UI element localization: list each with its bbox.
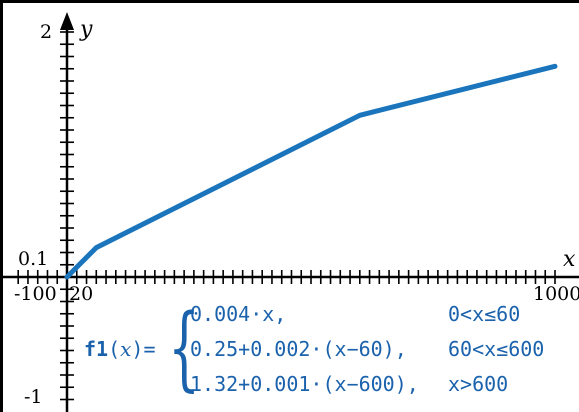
case-condition: 0<x≤60: [448, 302, 521, 326]
function-name: f1(x)=: [84, 337, 156, 361]
case-expression: 1.32+0.001·(x−600),: [190, 372, 419, 396]
x-tick-label-right: 1000: [533, 283, 579, 305]
x-tick-label-left: -100: [14, 283, 57, 305]
y-axis-label: y: [79, 17, 93, 42]
case-expression: 0.25+0.002·(x−60),: [190, 337, 407, 361]
function-curve[interactable]: [64, 63, 558, 280]
case-condition: x>600: [448, 372, 509, 396]
y-axis-arrow-icon: [60, 12, 74, 30]
y-tick-label-neg: -1: [24, 386, 43, 408]
case-condition: 60<x≤600: [448, 337, 545, 361]
y-tick-label-small: 0.1: [18, 248, 48, 270]
y-axis-ticks: [60, 31, 74, 401]
x-axis-ticks: [17, 270, 556, 284]
x-axis-label: x: [563, 247, 576, 272]
y-tick-label-top: 2: [40, 21, 52, 43]
x-tick-label-small: 20: [69, 283, 93, 305]
brace-icon: {: [168, 294, 201, 401]
case-expression: 0.004·x,: [190, 302, 287, 326]
